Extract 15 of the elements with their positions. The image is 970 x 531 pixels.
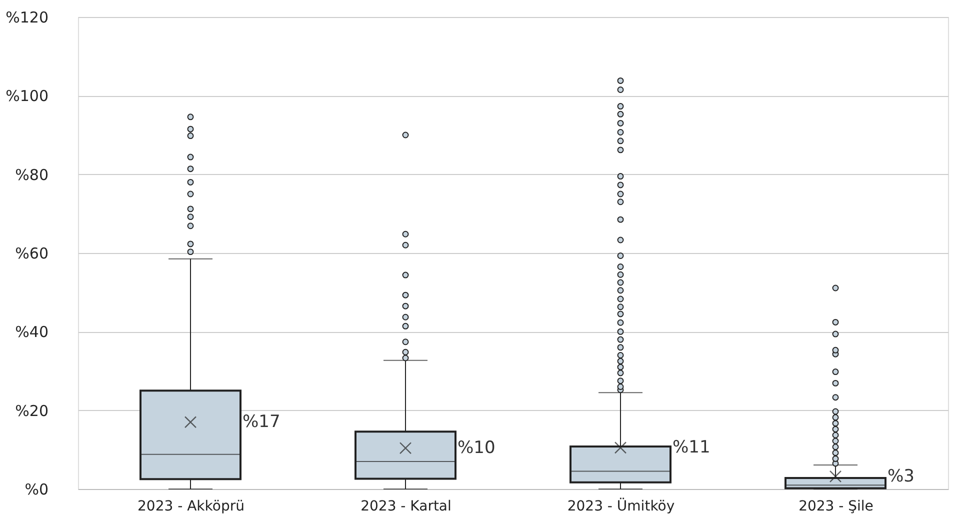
y-tick-label: %40 <box>15 323 48 342</box>
annotation: %17 <box>242 412 280 432</box>
x-tick-label: 2023 - Ümitköy <box>567 498 675 514</box>
annotation: %3 <box>888 466 914 486</box>
annotation: %11 <box>672 438 710 458</box>
y-tick-label: %100 <box>6 87 48 106</box>
y-tick-label: %80 <box>15 166 48 184</box>
x-tick-label: 2023 - Şile <box>798 498 874 514</box>
x-tick-label: 2023 - Akköprü <box>138 498 244 514</box>
y-tick-label: %0 <box>24 480 48 498</box>
y-tick-label: %60 <box>15 244 48 262</box>
x-tick-label: 2023 - Kartal <box>360 498 452 514</box>
y-tick-label: %20 <box>15 402 48 420</box>
annotation: %10 <box>458 438 496 458</box>
y-tick-label: %120 <box>6 8 48 26</box>
